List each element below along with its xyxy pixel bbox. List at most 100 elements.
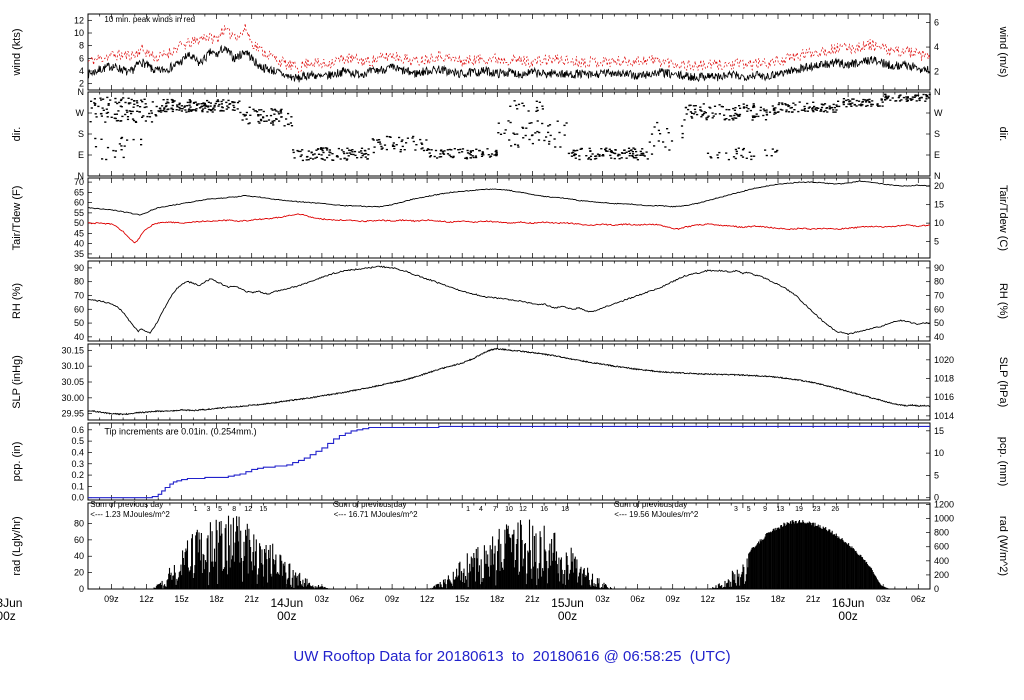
y-tick-label: 30.15 — [61, 345, 84, 355]
y-tick-label: 60 — [74, 535, 84, 545]
y-tick-label: 0.1 — [71, 481, 84, 491]
y-tick-label: 0.2 — [71, 470, 84, 480]
right-axis-title: pcp. (mm) — [997, 437, 1009, 487]
y-tick-label: 40 — [74, 239, 84, 249]
cumulative-rad-marker: 8 — [232, 506, 236, 513]
y-tick-label: 2 — [934, 67, 939, 77]
y-tick-label: 40 — [74, 551, 84, 561]
cumulative-rad-marker: 1 — [194, 506, 198, 513]
y-tick-label: 6 — [79, 53, 84, 63]
y-tick-label: S — [934, 129, 940, 139]
x-tick-label: 21z — [244, 594, 259, 604]
x-tick-label: 21z — [525, 594, 540, 604]
x-tick-label: 09z — [665, 594, 680, 604]
y-tick-label: 80 — [934, 277, 944, 287]
left-axis-title: SLP (inHg) — [11, 355, 23, 409]
y-tick-label: 40 — [74, 332, 84, 342]
y-tick-label: W — [76, 108, 85, 118]
y-tick-label: 10 — [74, 28, 84, 38]
x-date-label: 14Jun — [270, 596, 303, 610]
panel-annotation: Sum of previous day — [334, 500, 407, 509]
y-tick-label: 50 — [74, 318, 84, 328]
series-wind-direction — [89, 93, 931, 162]
y-tick-label: S — [78, 129, 84, 139]
y-tick-label: 30.00 — [61, 393, 84, 403]
y-tick-label: 0 — [934, 584, 939, 594]
cumulative-rad-marker: 5 — [218, 506, 222, 513]
panel-rh: 90 80 70 60 50 40 90 80 70 60 50 40 RH (%) RH (%) — [11, 260, 1009, 342]
y-tick-label: 90 — [74, 263, 84, 273]
panel-wind: 12 10 8 6 4 2 6 4 2 wind (kts) wind (m/s) 10 min. p… — [11, 13, 1009, 91]
cumulative-rad-marker: 7 — [493, 506, 497, 513]
cumulative-rad-marker: 9 — [763, 506, 767, 513]
x-date-label: 15Jun — [551, 596, 584, 610]
x-tick-label: 09z — [104, 594, 119, 604]
chart-title: UW Rooftop Data for 20180613 to 20180616… — [293, 648, 731, 665]
x-tick-label: 15z — [174, 594, 189, 604]
y-tick-label: 1018 — [934, 374, 954, 384]
x-tick-label: 03z — [315, 594, 330, 604]
y-tick-label: 90 — [934, 263, 944, 273]
y-tick-label: 4 — [934, 42, 939, 52]
y-tick-label: 12 — [74, 15, 84, 25]
y-tick-label: 65 — [74, 187, 84, 197]
y-tick-label: 70 — [934, 290, 944, 300]
cumulative-rad-marker: 4 — [479, 506, 483, 513]
cumulative-rad-marker: 26 — [831, 506, 839, 513]
series-relative-humidity — [87, 265, 931, 336]
left-axis-title: wind (kts) — [11, 28, 23, 76]
x-date-label: 13Jun — [0, 596, 22, 610]
right-axis-title: RH (%) — [997, 283, 1009, 319]
y-tick-label: 55 — [74, 208, 84, 218]
y-tick-label: 30.05 — [61, 377, 84, 387]
y-tick-label: N — [78, 171, 85, 181]
y-tick-label: 45 — [74, 228, 84, 238]
x-date-sublabel: 00z — [838, 609, 857, 623]
y-tick-label: 50 — [934, 318, 944, 328]
y-tick-label: 50 — [74, 218, 84, 228]
y-tick-label: 4 — [79, 66, 84, 76]
y-tick-label: 0 — [934, 493, 939, 503]
series-sea-level-pressure — [87, 347, 930, 416]
y-tick-label: 80 — [74, 518, 84, 528]
x-tick-label: 06z — [350, 594, 365, 604]
x-axis-labels: 13Jun 00z 09z 12z 15z 18z 21z 14Jun 00z 03z 06z 09z… — [0, 594, 926, 623]
y-tick-label: 60 — [74, 304, 84, 314]
y-tick-label: 1014 — [934, 411, 954, 421]
cumulative-rad-marker: 16 — [540, 506, 548, 513]
x-tick-label: 09z — [385, 594, 400, 604]
cumulative-rad-marker: 3 — [207, 506, 211, 513]
y-tick-label: 0.6 — [71, 425, 84, 435]
y-tick-label: E — [934, 150, 940, 160]
y-tick-label: N — [934, 87, 941, 97]
cumulative-rad-marker: 15 — [260, 506, 268, 513]
cumulative-rad-marker: 18 — [561, 506, 569, 513]
right-axis-title: Tair/Tdew (C) — [997, 185, 1009, 251]
x-date-label: 16Jun — [832, 596, 865, 610]
y-tick-label: 60 — [74, 198, 84, 208]
y-tick-label: 35 — [74, 249, 84, 259]
x-tick-label: 21z — [806, 594, 821, 604]
cumulative-rad-marker: 12 — [519, 506, 527, 513]
x-tick-label: 18z — [490, 594, 505, 604]
x-tick-label: 03z — [595, 594, 610, 604]
x-date-sublabel: 00z — [558, 609, 577, 623]
left-axis-title: pcp. (in) — [11, 442, 23, 482]
y-tick-label: 0.0 — [71, 493, 84, 503]
series-dewpoint — [87, 213, 931, 244]
left-axis-title: dir. — [11, 127, 23, 142]
y-tick-label: 0.3 — [71, 459, 84, 469]
right-axis-title: wind (m/s) — [997, 26, 1009, 78]
x-tick-label: 12z — [420, 594, 435, 604]
panel-annotation: <--- 1.23 MJoules/m^2 — [90, 510, 170, 519]
panel-annotation: Sum of previous day — [614, 500, 687, 509]
left-axis-title: rad (Lgly/hr) — [11, 516, 23, 575]
cumulative-rad-marker: 10 — [505, 506, 513, 513]
x-tick-label: 15z — [736, 594, 751, 604]
series-air-temperature — [87, 180, 930, 216]
y-tick-label: 800 — [934, 528, 949, 538]
